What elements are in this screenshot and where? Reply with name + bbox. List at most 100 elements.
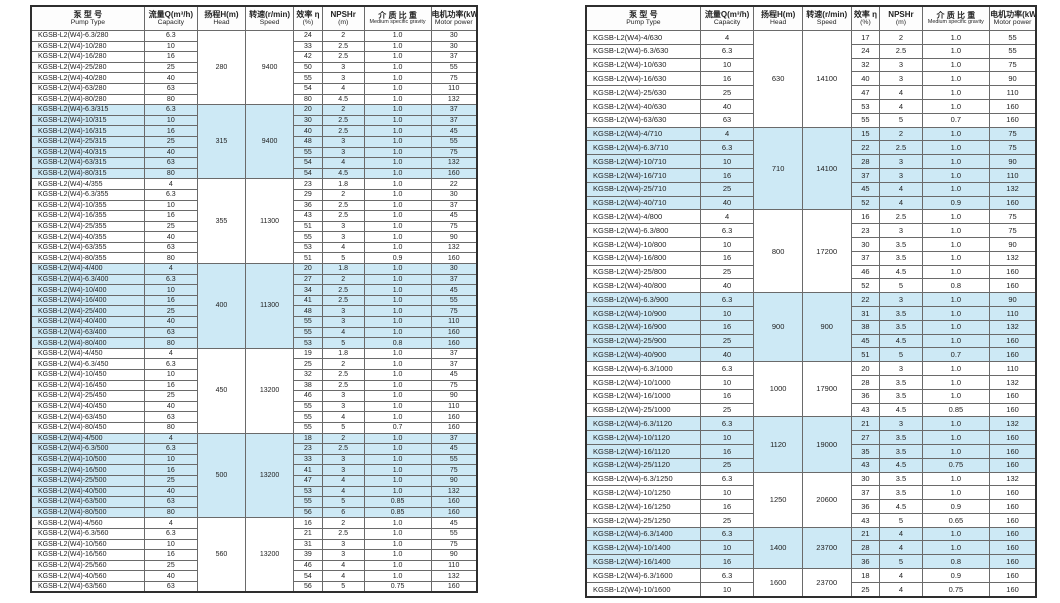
capacity-cell: 10 [143,199,198,212]
capacity-cell: 4 [143,178,198,190]
motor-power-cell: 160 [989,112,1037,128]
npshr-cell: 2.5 [321,40,365,53]
npshr-cell: 2 [321,517,365,529]
motor-power-cell: 90 [430,231,478,243]
spec-row: KGSB-L2(W4)-25/1000 25 43 4.5 0.85 160 [585,402,1037,418]
pump-type-cell: KGSB-L2(W4)-10/710 [585,154,701,169]
pump-type-cell: KGSB-L2(W4)-40/710 [585,195,701,211]
motor-power-cell: 160 [989,554,1037,570]
motor-power-cell: 160 [989,581,1037,598]
npshr-cell: 4 [879,526,923,542]
gravity-cell: 0.7 [921,347,991,363]
pump-type-cell: KGSB-L2(W4)-25/500 [30,474,145,487]
motor-power-cell: 110 [989,361,1037,376]
gravity-cell: 1.0 [363,538,432,551]
motor-power-cell: 30 [430,188,478,201]
column-header-zh: 效率 η [296,10,320,20]
capacity-cell: 16 [699,319,755,335]
pump-type-cell: KGSB-L2(W4)-63/280 [30,82,145,95]
motor-power-cell: 160 [989,526,1037,542]
spec-row: KGSB-L2(W4)-80/355 80 51 5 0.9 160 [30,252,478,265]
spec-row: KGSB-L2(W4)-25/710 25 45 4 1.0 132 [585,181,1037,197]
efficiency-cell: 31 [293,538,323,551]
efficiency-cell: 80 [293,93,323,106]
pump-type-cell: KGSB-L2(W4)-4/500 [30,432,145,445]
gravity-cell: 0.7 [363,421,432,434]
capacity-cell: 6.3 [143,188,198,201]
spec-row: KGSB-L2(W4)-6.3/400 6.3 27 2 1.0 37 [30,273,478,286]
motor-power-cell: 160 [989,402,1037,418]
gravity-cell: 1.0 [363,379,432,392]
pump-type-cell: KGSB-L2(W4)-6.3/280 [30,30,145,42]
pump-type-cell: KGSB-L2(W4)-16/500 [30,464,145,476]
motor-power-cell: 160 [989,278,1037,294]
column-header-efficiency: 效率 η (%) [293,5,323,31]
efficiency-cell: 18 [850,568,881,583]
pump-type-cell: KGSB-L2(W4)-10/1250 [585,485,701,501]
pump-spec-table-left: 泵 型 号 Pump Type 流量Q(m³/h) Capacity 扬程H(m) Hea… [30,5,478,594]
capacity-cell: 80 [143,167,198,180]
spec-row: KGSB-L2(W4)-25/500 25 47 4 1.0 90 [30,474,478,487]
npshr-cell: 4.5 [321,93,365,106]
spec-row: KGSB-L2(W4)-63/450 63 55 4 1.0 160 [30,411,478,423]
efficiency-cell: 51 [850,347,881,363]
npshr-cell: 3 [321,146,365,159]
head-cell: 630 [753,30,803,128]
pump-type-cell: KGSB-L2(W4)-10/1000 [585,374,701,390]
gravity-cell: 1.0 [363,104,432,116]
head-cell: 355 [196,178,247,265]
efficiency-cell: 23 [293,178,323,190]
capacity-cell: 6.3 [699,526,755,542]
npshr-cell: 4 [879,581,923,598]
pump-type-cell: KGSB-L2(W4)-25/900 [585,333,701,349]
pump-type-cell: KGSB-L2(W4)-6.3/900 [585,292,701,307]
gravity-cell: 1.0 [363,549,432,561]
npshr-cell: 4 [321,474,365,487]
capacity-cell: 40 [143,570,198,582]
pump-type-cell: KGSB-L2(W4)-10/800 [585,236,701,252]
spec-row: KGSB-L2(W4)-80/400 80 53 5 0.8 160 [30,337,478,349]
motor-power-cell: 55 [430,135,478,148]
capacity-cell: 25 [143,135,198,148]
motor-power-cell: 110 [989,85,1037,100]
npshr-cell: 3 [321,135,365,148]
capacity-cell: 63 [143,580,198,593]
spec-row: KGSB-L2(W4)-4/355 4 355 11300 23 1.8 1.0 22 [30,178,478,265]
spec-row: KGSB-L2(W4)-80/500 80 56 6 0.85 160 [30,506,478,519]
head-cell: 800 [753,209,803,294]
efficiency-cell: 55 [293,421,323,434]
gravity-cell: 1.0 [921,292,991,307]
npshr-cell: 2.5 [321,199,365,212]
efficiency-cell: 16 [293,517,323,529]
motor-power-cell: 132 [989,416,1037,432]
gravity-cell: 1.0 [363,517,432,529]
gravity-cell: 1.0 [363,474,432,487]
npshr-cell: 3 [879,223,923,238]
capacity-cell: 10 [143,284,198,296]
speed-cell: 19000 [801,416,852,473]
efficiency-cell: 52 [850,195,881,211]
spec-row: KGSB-L2(W4)-6.3/315 6.3 315 9400 20 2 1.0 37 [30,104,478,180]
pump-type-cell: KGSB-L2(W4)-6.3/800 [585,223,701,238]
capacity-cell: 16 [699,71,755,87]
pump-type-cell: KGSB-L2(W4)-25/800 [585,264,701,280]
npshr-cell: 5 [879,112,923,128]
gravity-cell: 1.0 [363,464,432,476]
npshr-cell: 2.5 [321,114,365,127]
capacity-cell: 40 [699,195,755,211]
spec-row: KGSB-L2(W4)-40/710 40 52 4 0.9 160 [585,195,1037,211]
efficiency-cell: 50 [293,61,323,74]
capacity-cell: 16 [699,443,755,459]
capacity-cell: 10 [143,453,198,466]
capacity-cell: 4 [143,263,198,275]
motor-power-cell: 55 [430,527,478,540]
motor-power-cell: 75 [430,146,478,159]
gravity-cell: 1.0 [363,443,432,455]
capacity-cell: 10 [143,114,198,127]
capacity-cell: 10 [143,369,198,381]
spec-row: KGSB-L2(W4)-40/315 40 55 3 1.0 75 [30,146,478,159]
pump-type-cell: KGSB-L2(W4)-6.3/315 [30,104,145,116]
gravity-cell: 1.0 [363,400,432,413]
motor-power-cell: 132 [430,157,478,169]
motor-power-cell: 30 [430,263,478,275]
